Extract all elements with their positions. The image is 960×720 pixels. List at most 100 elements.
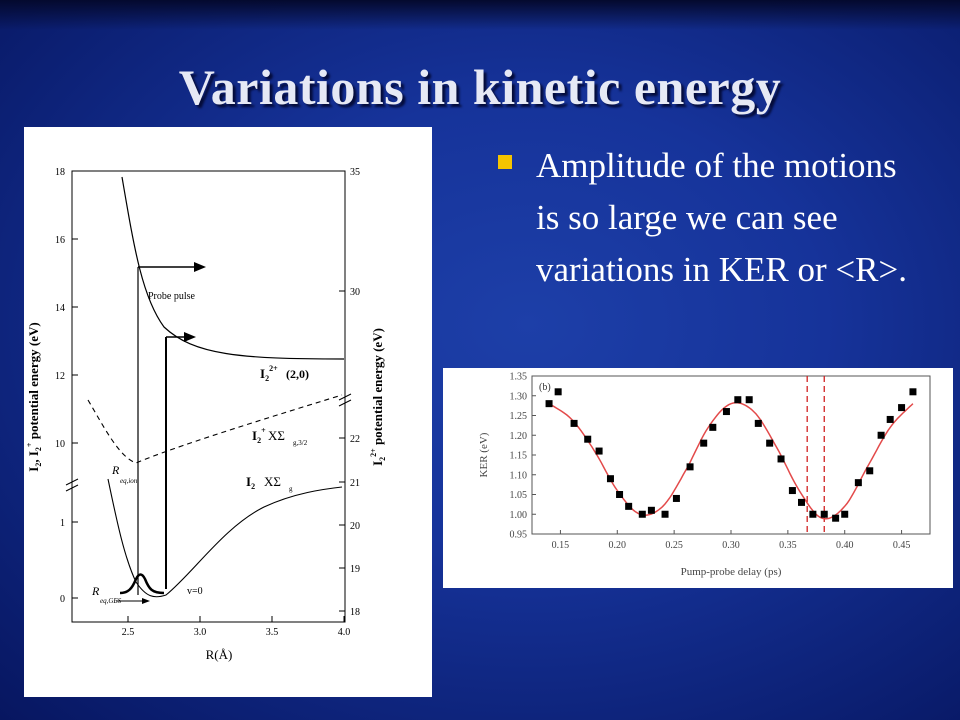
left-tick-label: 16 xyxy=(55,235,65,246)
x-tick-label: 3.5 xyxy=(266,627,279,638)
data-point xyxy=(647,506,655,514)
ker-chart: 0.95 1.00 1.05 1.10 1.15 1.20 1.25 1.30 1.35 0.1… xyxy=(443,368,953,588)
bullet-square-icon xyxy=(498,155,512,169)
arrow-right-icon xyxy=(194,262,206,272)
right-tick-label: 30 xyxy=(350,287,360,298)
data-point xyxy=(638,510,646,518)
right-tick-label: 18 xyxy=(350,607,360,618)
x-tick-label: 0.35 xyxy=(779,540,797,551)
y-tick-label: 1.05 xyxy=(510,490,528,501)
data-point xyxy=(686,463,694,471)
data-point xyxy=(672,494,680,502)
right-tick-label: 35 xyxy=(350,167,360,178)
i2-dication-curve xyxy=(121,176,345,360)
y-tick-label: 1.30 xyxy=(510,391,528,402)
data-point xyxy=(809,510,817,518)
r-eq-ion-label: R xyxy=(111,463,120,477)
data-point xyxy=(584,435,592,443)
left-axis-title: I2, I2+ potential energy (eV) xyxy=(25,322,43,471)
data-point xyxy=(766,439,774,447)
data-point xyxy=(745,396,753,404)
data-point xyxy=(854,479,862,487)
data-point xyxy=(820,510,828,518)
arrow-right-icon xyxy=(142,598,150,604)
x-tick-label: 0.40 xyxy=(836,540,854,551)
i2-ground-curve xyxy=(107,478,343,598)
right-axis-title: I22+ potential energy (eV) xyxy=(369,328,387,466)
data-point xyxy=(616,491,624,498)
ion-state-value: XΣ xyxy=(268,428,285,443)
right-tick-label: 19 xyxy=(350,564,360,575)
dication-state-value: (2,0) xyxy=(286,367,309,381)
left-tick-label: 14 xyxy=(55,303,65,314)
ground-state-value: XΣ xyxy=(264,474,281,489)
x-tick-label: 0.15 xyxy=(552,540,570,551)
data-point xyxy=(866,467,874,475)
x-tick-label: 4.0 xyxy=(338,627,351,638)
v0-label: v=0 xyxy=(187,586,203,597)
x-tick-label: 2.5 xyxy=(122,627,135,638)
data-point xyxy=(570,419,578,427)
panel-label: (b) xyxy=(539,382,551,393)
top-shade xyxy=(0,0,960,30)
x-tick-label: 0.25 xyxy=(665,540,683,551)
data-point xyxy=(754,419,762,427)
x-axis-label: R(Å) xyxy=(206,647,233,662)
ion-state-sub: g,3/2 xyxy=(293,439,308,447)
data-point xyxy=(554,388,562,396)
data-point xyxy=(625,502,633,510)
data-point xyxy=(832,514,840,522)
potential-energy-figure: 18 16 14 12 10 1 0 35 30 22 21 20 19 18 … xyxy=(24,127,432,697)
potential-energy-svg: 18 16 14 12 10 1 0 35 30 22 21 20 19 18 … xyxy=(25,167,387,662)
data-point xyxy=(545,400,553,408)
data-point xyxy=(661,510,669,518)
data-point xyxy=(700,439,708,447)
probe-pulse-label: Probe pulse xyxy=(148,291,196,302)
x-axis-label: Pump-probe delay (ps) xyxy=(681,566,782,578)
y-tick-label: 1.20 xyxy=(510,431,528,442)
y-tick-label: 0.95 xyxy=(510,530,528,541)
data-point xyxy=(734,396,742,404)
left-tick-label: 10 xyxy=(55,439,65,450)
r-eq-ion-sub: eq,ion xyxy=(120,477,138,485)
left-tick-label: 0 xyxy=(60,594,65,605)
r-eq-gs-label: R xyxy=(91,584,100,598)
x-tick-label: 0.45 xyxy=(893,540,911,551)
r-eq-gs-sub: eq,GES xyxy=(100,597,122,605)
x-tick-label: 0.30 xyxy=(722,540,740,551)
y-axis-label: KER (eV) xyxy=(478,432,490,477)
data-point xyxy=(709,423,717,431)
bullet-text: Amplitude of the motions is so large we … xyxy=(536,146,907,289)
left-tick-label: 1 xyxy=(60,518,65,529)
dication-state-label: I22+ xyxy=(260,364,278,383)
x-tick-label: 0.20 xyxy=(609,540,627,551)
ground-state-label: I2 xyxy=(246,474,255,491)
data-point xyxy=(722,408,730,416)
ion-state-label: I2+ xyxy=(252,426,266,445)
ker-chart-svg: 0.95 1.00 1.05 1.10 1.15 1.20 1.25 1.30 1.35 0.1… xyxy=(478,372,931,578)
data-point xyxy=(841,510,849,518)
bullet-item: Amplitude of the motions is so large we … xyxy=(498,140,918,296)
data-point xyxy=(909,388,917,396)
y-tick-label: 1.25 xyxy=(510,411,528,422)
data-point xyxy=(877,431,885,439)
ground-state-sub: g xyxy=(289,485,293,493)
data-point xyxy=(886,415,894,423)
y-tick-label: 1.00 xyxy=(510,510,528,521)
y-tick-label: 1.15 xyxy=(510,451,528,462)
plot-frame xyxy=(531,375,931,535)
y-tick-label: 1.10 xyxy=(510,470,528,481)
data-point xyxy=(898,404,906,412)
y-tick-label: 1.35 xyxy=(510,372,528,383)
wavepacket-shape xyxy=(119,573,165,595)
data-point xyxy=(777,455,785,463)
right-tick-label: 22 xyxy=(350,434,360,445)
x-tick-label: 3.0 xyxy=(194,627,207,638)
data-point xyxy=(595,447,603,455)
data-point xyxy=(798,498,806,506)
slide-title: Variations in kinetic energy xyxy=(178,59,782,115)
data-point xyxy=(606,475,614,483)
data-point xyxy=(788,487,796,495)
left-tick-label: 18 xyxy=(55,167,65,178)
arrow-right-icon xyxy=(184,332,196,342)
